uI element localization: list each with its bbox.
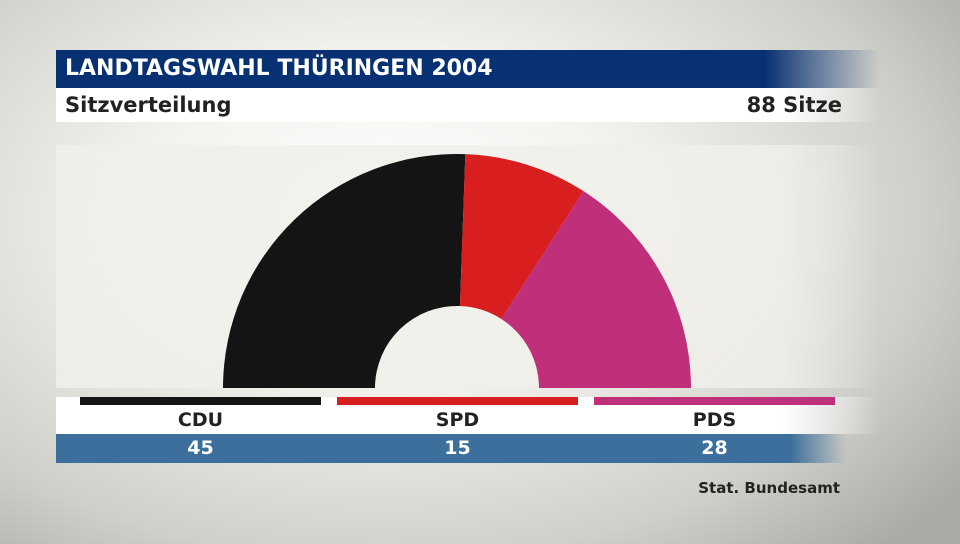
seat-values-bar: 45 15 28 <box>56 434 846 463</box>
party-name-cdu: CDU <box>177 409 224 431</box>
party-name-spd: SPD <box>435 409 480 431</box>
hemicycle-segment-spd <box>459 154 584 320</box>
subtitle-bar: Sitzverteilung 88 Sitze <box>56 88 880 122</box>
seat-value-spd: 15 <box>444 437 471 459</box>
party-color-line-cdu <box>80 397 321 405</box>
seat-value-pds: 28 <box>701 437 728 459</box>
hemicycle-segment-pds <box>501 191 691 388</box>
party-labels-bar: CDU SPD PDS <box>56 397 880 434</box>
hemicycle-segment-cdu <box>223 153 466 388</box>
chart-title: LANDTAGSWAHL THÜRINGEN 2004 <box>56 50 880 88</box>
source-label: Stat. Bundesamt <box>698 479 840 497</box>
total-seats-label: 88 Sitze <box>746 93 842 117</box>
party-name-pds: PDS <box>692 409 737 431</box>
chart-subtitle: Sitzverteilung <box>65 93 232 117</box>
party-color-line-spd <box>337 397 578 405</box>
party-color-line-pds <box>594 397 835 405</box>
seat-value-cdu: 45 <box>187 437 214 459</box>
